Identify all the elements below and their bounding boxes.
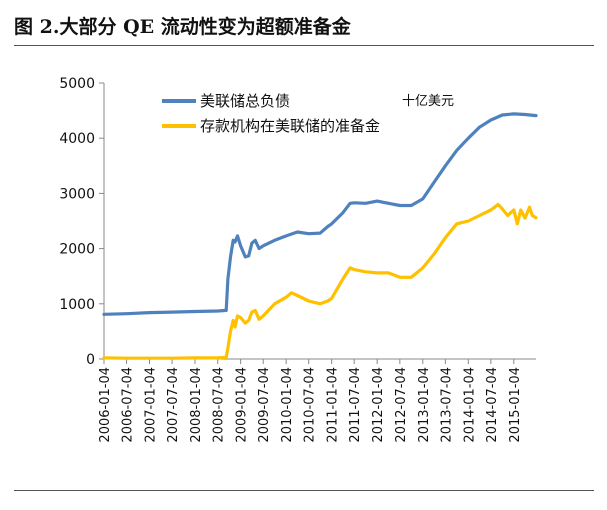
y-tick-label: 3000 <box>59 186 95 202</box>
x-tick-label: 2009-01-04 <box>235 367 250 443</box>
x-tick-label: 2010-07-04 <box>303 367 318 443</box>
x-tick-label: 2014-01-04 <box>462 367 477 443</box>
unit-label: 十亿美元 <box>402 94 454 109</box>
series-line-reserves <box>102 202 538 360</box>
series-lines <box>102 112 538 360</box>
figure-title: 图 2.大部分 QE 流动性变为超额准备金 <box>14 16 351 38</box>
y-tick-label: 0 <box>86 352 95 368</box>
x-tick-label: 2006-07-04 <box>121 367 136 443</box>
legend-label: 存款机构在美联储的准备金 <box>200 117 380 135</box>
y-axis: 0 1000 2000 3000 4000 5000 <box>59 76 105 368</box>
x-tick-label: 2015-01-04 <box>508 367 523 443</box>
x-tick-label: 2007-07-04 <box>166 367 181 443</box>
x-tick-label: 2006-01-04 <box>98 367 113 443</box>
footer-rule <box>14 490 594 491</box>
series-line-total-liabilities <box>102 112 538 316</box>
x-tick-label: 2007-01-04 <box>144 367 159 443</box>
legend-label: 美联储总负债 <box>200 92 290 110</box>
x-tick-label: 2013-01-04 <box>417 367 432 443</box>
x-tick-label: 2008-01-04 <box>189 367 204 443</box>
y-tick-label: 2000 <box>59 242 95 258</box>
x-tick-label: 2014-07-04 <box>485 367 500 443</box>
x-tick-label: 2009-07-04 <box>257 367 272 443</box>
y-tick-label: 4000 <box>59 131 95 147</box>
x-tick-label: 2011-01-04 <box>326 367 341 443</box>
x-axis: 2006-01-04 2006-07-04 2007-01-04 2007-07-04… <box>98 358 536 443</box>
x-tick-label: 2011-07-04 <box>348 367 363 443</box>
x-tick-label: 2013-07-04 <box>439 367 454 443</box>
y-tick-label: 1000 <box>59 297 95 313</box>
title-rule <box>14 45 594 46</box>
x-tick-label: 2012-07-04 <box>394 367 409 443</box>
x-tick-label: 2010-01-04 <box>280 367 295 443</box>
x-tick-label: 2012-01-04 <box>371 367 386 443</box>
x-tick-label: 2008-07-04 <box>212 367 227 443</box>
y-tick-label: 5000 <box>59 76 95 92</box>
